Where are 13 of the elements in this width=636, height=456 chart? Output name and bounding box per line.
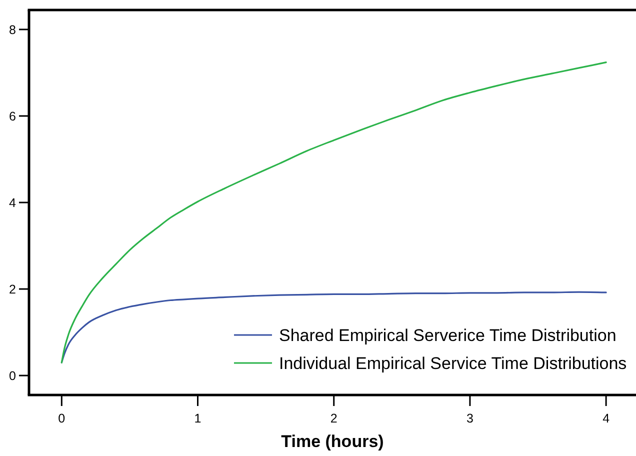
x-axis-title: Time (hours) [281, 432, 384, 451]
y-tick-label: 6 [9, 109, 16, 124]
y-tick-label: 2 [9, 282, 16, 296]
x-tick-label: 0 [58, 411, 66, 426]
x-tick-label: 1 [194, 411, 202, 426]
x-tick-label: 2 [330, 411, 338, 426]
y-tick-label: 4 [9, 196, 16, 210]
legend-label: Individual Empirical Service Time Distributions [279, 354, 627, 373]
x-tick-label: 3 [466, 411, 474, 426]
legend-label: Shared Empirical Serverice Time Distribution [279, 326, 616, 345]
y-tick-label: 0 [9, 368, 16, 383]
x-tick-label: 4 [602, 411, 610, 426]
y-tick-label: 8 [9, 22, 16, 37]
